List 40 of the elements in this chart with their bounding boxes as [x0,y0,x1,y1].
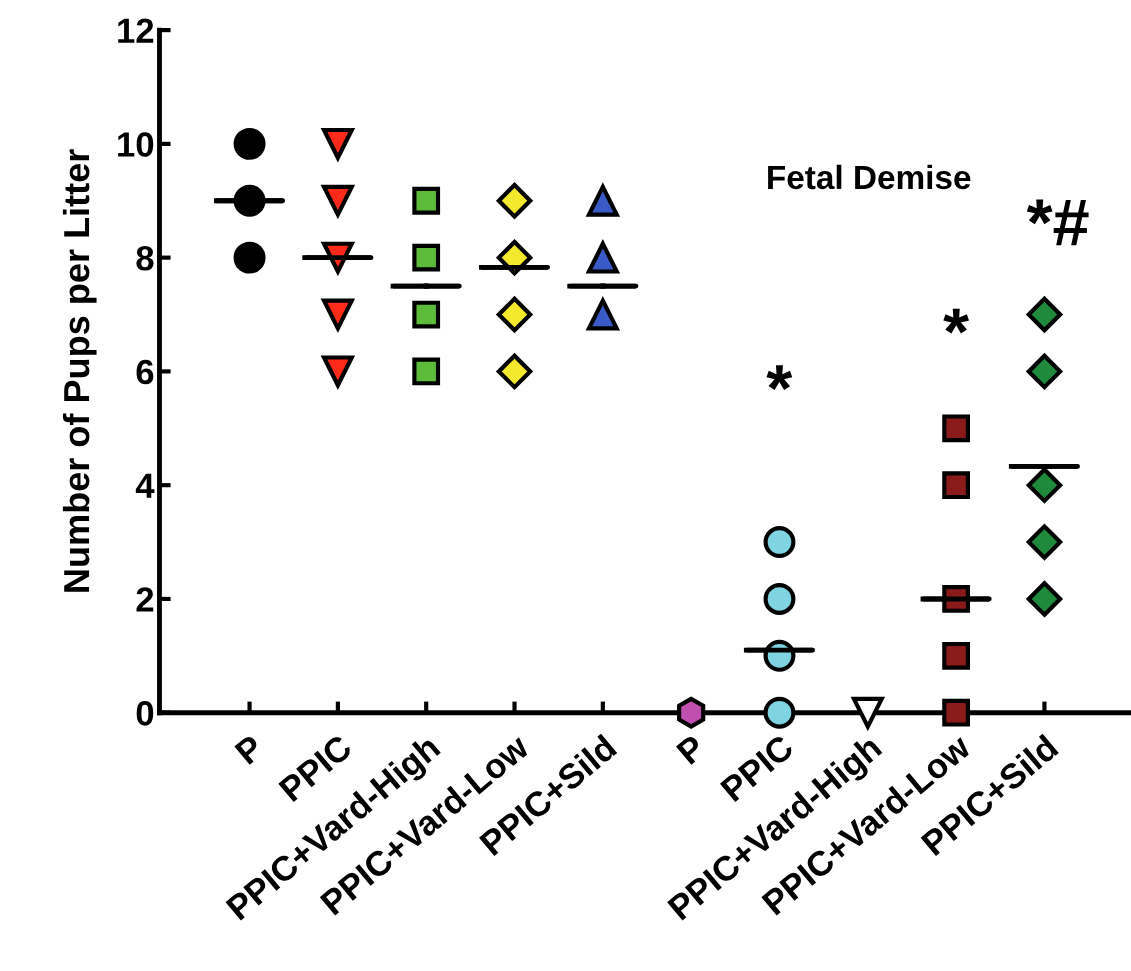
point [585,296,620,331]
y-tick-label: 0 [136,701,154,726]
y-tick-label: 10 [118,132,154,157]
point [496,182,533,219]
point [320,355,355,390]
point [412,186,441,215]
point [412,243,441,272]
point [585,239,620,274]
y-tick-label: 8 [136,245,154,271]
annotation: Fetal Demise [768,164,971,190]
point [1026,353,1063,390]
point [942,641,971,670]
point [412,357,441,386]
point [942,471,971,500]
y-tick-label: 12 [118,18,154,43]
point [233,241,266,274]
y-tick-label: 4 [135,473,155,498]
annotation: *# [1026,199,1089,246]
point [496,296,533,333]
point [1026,524,1063,560]
point [1026,581,1063,617]
point [412,300,441,329]
point [851,696,884,729]
y-tick-label: 6 [136,359,154,385]
point [942,698,971,727]
point [763,526,796,559]
point [677,696,706,729]
point [320,298,355,333]
point [942,414,971,443]
annotation: * [943,308,970,334]
point [585,182,620,217]
y-tick-label: 2 [136,587,154,612]
point [763,582,796,615]
annotation: * [766,365,793,391]
point [1026,467,1063,503]
point [496,353,533,390]
point [233,127,266,160]
point [763,696,796,729]
point [1026,296,1063,333]
y-axis-title: Number of Pups per Litter [62,149,97,592]
